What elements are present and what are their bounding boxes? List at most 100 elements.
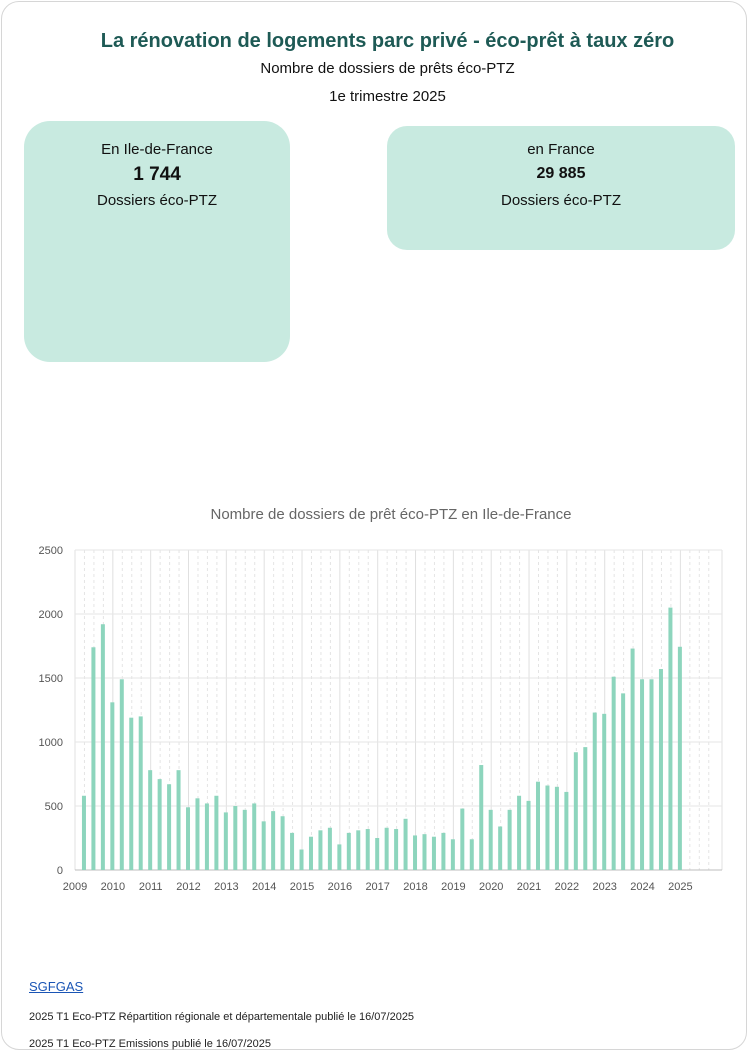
bar [422,834,427,870]
y-tick-label: 2000 [39,609,63,621]
bar [204,803,209,870]
x-tick-label: 2025 [668,881,692,893]
bar [119,679,124,870]
bar [290,832,295,870]
bar [261,821,266,870]
bar [308,836,313,870]
bar [554,786,559,870]
y-tick-label: 2500 [39,545,63,557]
bar [592,712,597,870]
bar-chart: 0 500 1000 1500 2000 2500 2009 2010 2011 2012 2013… [39,545,723,893]
bar [100,624,105,870]
bar [271,811,276,870]
y-tick-label: 1500 [39,673,63,685]
bar [668,607,673,870]
x-tick-label: 2024 [630,881,654,893]
card-idf-unit: Dossiers éco-PTZ [96,192,218,209]
footer-publication-1: 2025 T1 Eco-PTZ Répartition régionale et… [29,1011,415,1023]
x-tick-label: 2018 [403,881,427,893]
page-title: La rénovation de logements parc privé - … [100,30,675,52]
bar [346,832,351,870]
page-subtitle: Nombre de dossiers de prêts éco-PTZ [260,60,515,77]
x-tick-label: 2013 [214,881,238,893]
bar [375,838,380,870]
x-tick-label: 2012 [176,881,200,893]
x-tick-label: 2010 [101,881,125,893]
bar [413,835,418,870]
card-idf-value: 1 744 [133,164,181,185]
bar [611,676,616,870]
bar [583,747,588,870]
period-label: 1e trimestre 2025 [329,88,446,105]
x-tick-label: 2014 [252,881,276,893]
bar [441,832,446,870]
bar [498,826,503,870]
bar [479,765,484,870]
bar [81,795,86,870]
source-link[interactable]: SGFGAS [29,979,84,994]
card-france-unit: Dossiers éco-PTZ [500,192,622,209]
bar [280,816,285,870]
x-tick-label: 2019 [441,881,465,893]
bar [299,849,304,870]
bar [545,785,550,870]
bar [242,809,247,870]
bar [677,646,682,870]
bar [403,818,408,870]
y-tick-label: 500 [45,801,63,813]
bar [129,717,134,870]
bar [110,702,115,870]
bar [431,836,436,870]
footer-publication-2: 2025 T1 Eco-PTZ Emissions publié le 16/0… [29,1038,271,1050]
bar [91,647,96,870]
bar [469,839,474,870]
y-tick-label: 0 [57,865,63,877]
bar [176,770,181,870]
bar [460,808,465,870]
bar [186,807,191,870]
bar [621,693,626,870]
bar [318,830,323,870]
bar [138,716,143,870]
x-tick-label: 2022 [555,881,579,893]
card-ile-de-france: En Ile-de-France 1 744 Dossiers éco-PTZ [24,121,290,362]
bar [450,839,455,870]
x-tick-label: 2020 [479,881,503,893]
bar [223,812,228,870]
bar [488,809,493,870]
x-tick-label: 2017 [365,881,389,893]
x-tick-label: 2015 [290,881,314,893]
card-france-value: 29 885 [536,165,586,182]
bar [517,795,522,870]
card-france-label: en France [527,141,595,158]
card-france: en France 29 885 Dossiers éco-PTZ [387,126,735,250]
bar [214,795,219,870]
bar [167,784,172,870]
x-tick-label: 2021 [517,881,541,893]
bar [195,798,200,870]
x-tick-label: 2023 [592,881,616,893]
bar [658,669,663,870]
bar [573,752,578,870]
bar [384,827,389,870]
bar [157,779,162,870]
bar [327,827,332,870]
bar [564,791,569,870]
bar [602,713,607,870]
y-tick-label: 1000 [39,737,63,749]
bar [233,806,238,870]
chart-title: Nombre de dossiers de prêt éco-PTZ en Il… [210,506,572,523]
bar [337,844,342,870]
bar [394,829,399,870]
bar [526,800,531,870]
x-tick-label: 2016 [328,881,352,893]
card-idf-label: En Ile-de-France [101,141,213,158]
x-tick-label: 2011 [139,881,163,893]
bar [630,648,635,870]
bar [356,830,361,870]
bar [507,809,512,870]
bar [365,829,370,870]
bar [649,679,654,870]
x-tick-label: 2009 [63,881,87,893]
